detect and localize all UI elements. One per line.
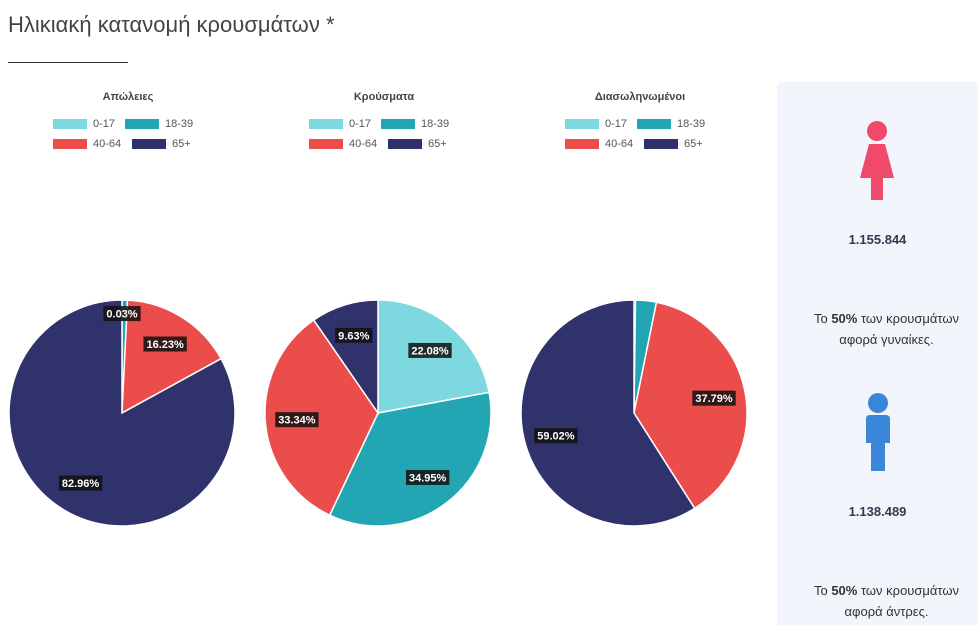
legend-label: 0-17 <box>93 118 116 130</box>
legend-label: 18-39 <box>677 118 706 130</box>
men-count: 1.138.489 <box>848 504 907 519</box>
pie-slice-40-64[interactable] <box>264 319 379 517</box>
men-description: Το 50% των κρουσμάτων αφορά άντρες. <box>813 583 960 619</box>
pie-slice-65+[interactable] <box>520 299 696 527</box>
data-label-65+: 59.02% <box>534 428 578 444</box>
legend-item-65+[interactable]: 65+ <box>132 138 191 150</box>
legend-swatch <box>565 139 599 149</box>
svg-text:0.03%: 0.03% <box>106 309 137 321</box>
legend-item-65+[interactable]: 65+ <box>644 138 703 150</box>
legend-item-18-39[interactable]: 18-39 <box>125 118 193 130</box>
legend-swatch <box>309 139 343 149</box>
female-icon <box>860 121 894 200</box>
legend-swatch <box>637 119 671 129</box>
women-count: 1.155.844 <box>848 232 907 247</box>
pie-slice-65+[interactable] <box>8 299 236 527</box>
svg-text:37.79%: 37.79% <box>695 393 733 405</box>
data-label-extra-0: 0.03% <box>103 306 141 322</box>
pie-plot: 16.23% 82.96% 0.03% <box>8 299 236 527</box>
legend-label: 65+ <box>172 138 191 150</box>
pie-plot: 22.08% 34.95% 33.34% 9.63% <box>264 299 492 527</box>
legend-label: 0-17 <box>605 118 628 130</box>
legend-swatch <box>53 139 87 149</box>
pie-chart-deaths: Απώλειες 0-17 18-39 40-64 65+ 16.23% 82.96% 0… <box>0 80 256 550</box>
legend-item-0-17[interactable]: 0-17 <box>53 118 115 130</box>
legend-label: 65+ <box>684 138 703 150</box>
legend-swatch <box>644 139 678 149</box>
legend-swatch <box>565 119 599 129</box>
svg-text:59.02%: 59.02% <box>537 431 575 443</box>
legend-item-65+[interactable]: 65+ <box>388 138 447 150</box>
svg-text:9.63%: 9.63% <box>338 330 369 342</box>
legend-label: 65+ <box>428 138 447 150</box>
data-label-18-39: 34.95% <box>405 469 450 485</box>
svg-text:22.08%: 22.08% <box>411 345 449 357</box>
title-divider <box>8 62 128 63</box>
pie-slice-40-64[interactable] <box>121 299 223 415</box>
legend-item-18-39[interactable]: 18-39 <box>381 118 449 130</box>
chart-title: Κρούσματα <box>353 91 415 103</box>
legend-swatch <box>381 119 415 129</box>
svg-text:33.34%: 33.34% <box>278 415 316 427</box>
svg-text:16.23%: 16.23% <box>146 339 184 351</box>
legend-label: 0-17 <box>349 118 372 130</box>
legend-item-0-17[interactable]: 0-17 <box>565 118 627 130</box>
data-label-65+: 82.96% <box>58 475 103 491</box>
legend-item-0-17[interactable]: 0-17 <box>309 118 371 130</box>
male-icon <box>866 393 890 471</box>
legend-swatch <box>388 139 422 149</box>
legend-item-40-64[interactable]: 40-64 <box>565 138 633 150</box>
data-label-40-64: 37.79% <box>692 390 736 406</box>
pie-slice-18-39[interactable] <box>328 391 492 527</box>
data-label-40-64: 33.34% <box>275 412 319 428</box>
svg-text:82.96%: 82.96% <box>62 478 100 490</box>
legend-label: 40-64 <box>349 138 378 150</box>
pie-plot: 0.21%37.79%59.02% <box>520 299 748 527</box>
legend-item-40-64[interactable]: 40-64 <box>53 138 121 150</box>
women-description: Το 50% των κρουσμάτων αφορά γυναίκες. <box>813 311 960 347</box>
pie-chart-cases: Κρούσματα 0-17 18-39 40-64 65+ 22.08% 34.95%… <box>256 80 512 550</box>
page-title: Ηλικιακή κατανομή κρουσμάτων * <box>8 12 335 37</box>
legend-swatch <box>53 119 87 129</box>
data-label-65+: 9.63% <box>335 327 373 343</box>
data-label-0-17: 22.08% <box>408 342 452 358</box>
legend-label: 40-64 <box>605 138 634 150</box>
data-label-40-64: 16.23% <box>143 336 187 352</box>
legend-item-40-64[interactable]: 40-64 <box>309 138 377 150</box>
legend-swatch <box>309 119 343 129</box>
gender-panel: 1.155.844 Το 50% των κρουσμάτων αφορά γυ… <box>777 82 978 625</box>
svg-text:34.95%: 34.95% <box>409 472 447 484</box>
legend-swatch <box>132 139 166 149</box>
legend-item-18-39[interactable]: 18-39 <box>637 118 705 130</box>
legend-swatch <box>125 119 159 129</box>
legend-label: 18-39 <box>421 118 450 130</box>
chart-title: Διασωληνωμένοι <box>594 91 686 103</box>
legend-label: 18-39 <box>165 118 194 130</box>
chart-title: Απώλειες <box>102 91 154 103</box>
legend-label: 40-64 <box>93 138 122 150</box>
